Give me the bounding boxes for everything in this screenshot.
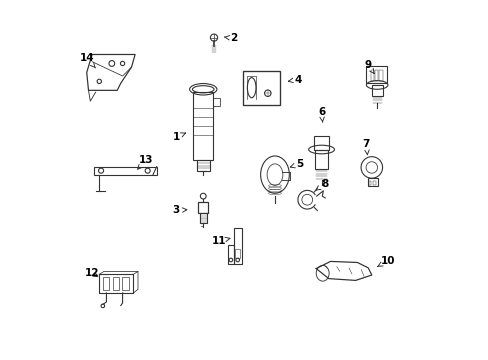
Text: 14: 14 (79, 53, 95, 68)
Bar (198, 202, 208, 213)
Bar (379, 69, 382, 81)
Text: 1: 1 (172, 132, 185, 142)
Text: 13: 13 (138, 155, 153, 169)
Text: 2: 2 (224, 33, 237, 43)
Bar (196, 160, 209, 171)
Bar (102, 277, 109, 290)
Bar (314, 149, 327, 169)
Bar (372, 181, 375, 185)
Bar (94, 167, 156, 175)
Text: 8: 8 (315, 179, 328, 190)
Bar (313, 136, 329, 149)
Text: 11: 11 (212, 236, 229, 246)
Bar (233, 228, 241, 264)
Text: 7: 7 (362, 139, 369, 155)
Bar (199, 213, 206, 223)
Bar (122, 277, 128, 290)
Text: 10: 10 (377, 256, 394, 266)
Bar (368, 181, 371, 185)
Bar (213, 98, 219, 107)
Bar (374, 69, 378, 81)
Text: 6: 6 (317, 107, 325, 122)
Text: 4: 4 (288, 75, 302, 85)
Bar (112, 277, 119, 290)
Text: 12: 12 (84, 268, 99, 278)
Bar (193, 92, 213, 160)
Bar (370, 69, 373, 81)
Text: 9: 9 (364, 60, 373, 73)
Bar (366, 66, 386, 83)
Bar (235, 249, 239, 258)
Bar (371, 85, 382, 96)
Bar (367, 178, 378, 186)
Text: 3: 3 (172, 206, 186, 216)
Bar (228, 244, 233, 264)
Bar (242, 71, 280, 105)
Text: 5: 5 (290, 159, 303, 169)
